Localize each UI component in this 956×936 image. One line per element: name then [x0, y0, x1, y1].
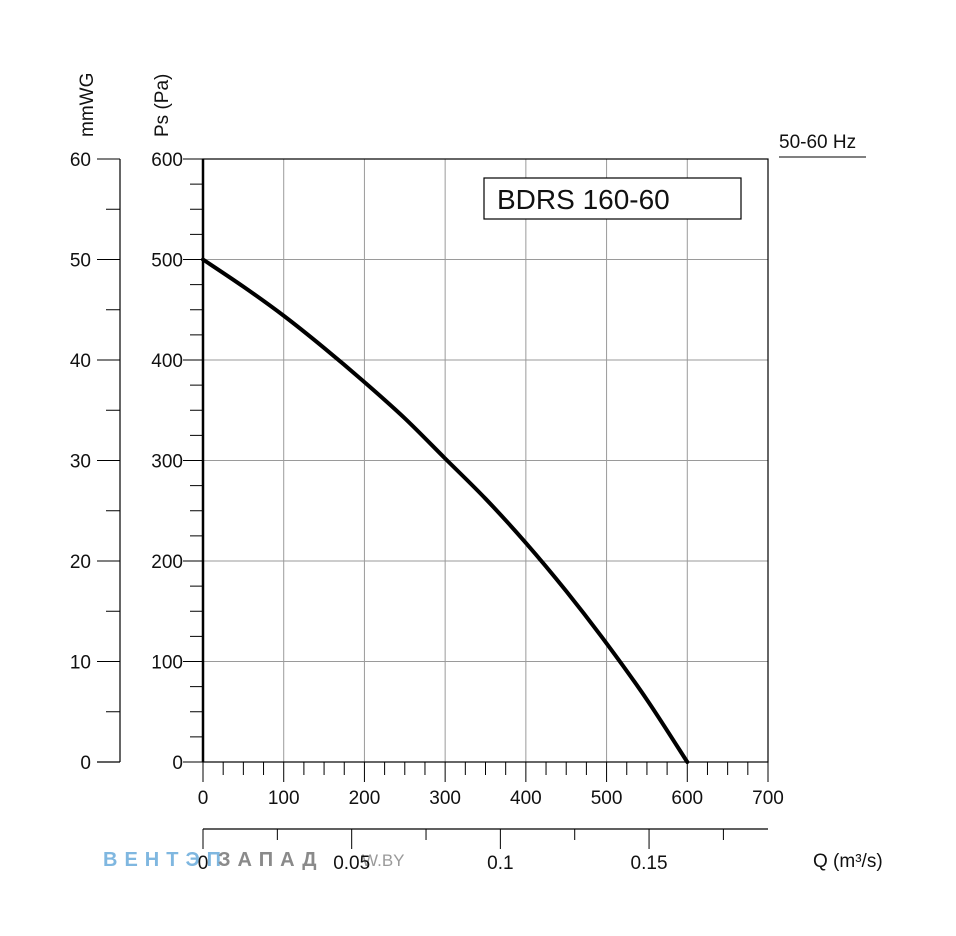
- pa-tick-label: 300: [151, 452, 183, 473]
- q-axis-label: Q (m³/s): [813, 851, 883, 872]
- mmwg-tick-label: 10: [70, 653, 91, 674]
- pa-tick-label: 400: [151, 351, 183, 372]
- q-tick-label: 0.15: [631, 853, 668, 874]
- title-box: [483, 177, 742, 220]
- mmwg-axis-tick-labels: 0 10 20 30 40 50 60: [70, 150, 91, 774]
- x-axis-tick-labels: 0 100 200 300 400 500 600 700: [198, 788, 784, 809]
- x-axis-minor-ticks: [202, 762, 769, 782]
- watermark-part3: W.BY: [362, 851, 405, 870]
- q-axis-ticks: [202, 829, 724, 849]
- x-tick-label: 0: [198, 788, 209, 809]
- mmwg-tick-label: 30: [70, 452, 91, 473]
- watermark-part2: ЗАПАД: [218, 849, 324, 871]
- pa-tick-label: 600: [151, 150, 183, 171]
- mmwg-tick-label: 20: [70, 552, 91, 573]
- mmwg-tick-label: 40: [70, 351, 91, 372]
- watermark-part1: ВЕНТЭП: [103, 849, 228, 871]
- mmwg-tick-label: 50: [70, 251, 91, 272]
- chart-title: BDRS 160-60: [497, 184, 670, 215]
- x-tick-label: 300: [429, 788, 461, 809]
- pa-tick-label: 200: [151, 552, 183, 573]
- x-tick-label: 100: [268, 788, 300, 809]
- series-line-fan-curve: [201, 257, 690, 764]
- watermark: ВЕНТЭП ЗАПАД W.BY: [103, 849, 405, 871]
- x-tick-label: 200: [349, 788, 381, 809]
- mmwg-tick-label: 0: [80, 753, 91, 774]
- frequency-label: 50-60 Hz: [779, 132, 856, 153]
- mmwg-axis-label: mmWG: [77, 73, 98, 137]
- x-tick-label: 500: [591, 788, 623, 809]
- pa-axis-label: Ps (Pa): [152, 74, 173, 137]
- q-tick-label: 0.05: [333, 853, 370, 874]
- q-tick-label: 0.1: [487, 853, 513, 874]
- mmwg-axis-ticks: [97, 158, 120, 763]
- q-axis-tick-labels: 0 0.05 0.1 0.15: [198, 853, 668, 874]
- x-tick-label: 400: [510, 788, 542, 809]
- x-tick-label: 700: [752, 788, 784, 809]
- pa-tick-label: 500: [151, 251, 183, 272]
- pa-tick-label: 100: [151, 653, 183, 674]
- pa-axis-minor-ticks: [183, 158, 203, 763]
- grid: [203, 159, 768, 762]
- q-tick-label: 0: [198, 853, 209, 874]
- x-tick-label: 600: [671, 788, 703, 809]
- mmwg-tick-label: 60: [70, 150, 91, 171]
- pa-tick-label: 0: [172, 753, 183, 774]
- pa-axis-tick-labels: 0 100 200 300 400 500 600: [151, 150, 183, 774]
